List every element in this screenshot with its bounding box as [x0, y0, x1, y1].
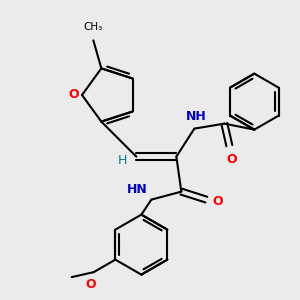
Text: O: O	[85, 278, 96, 291]
Text: NH: NH	[186, 110, 207, 123]
Text: O: O	[226, 153, 237, 166]
Text: CH₃: CH₃	[84, 22, 103, 32]
Text: O: O	[212, 195, 223, 208]
Text: HN: HN	[127, 183, 147, 196]
Text: H: H	[118, 154, 127, 167]
Text: O: O	[69, 88, 79, 101]
